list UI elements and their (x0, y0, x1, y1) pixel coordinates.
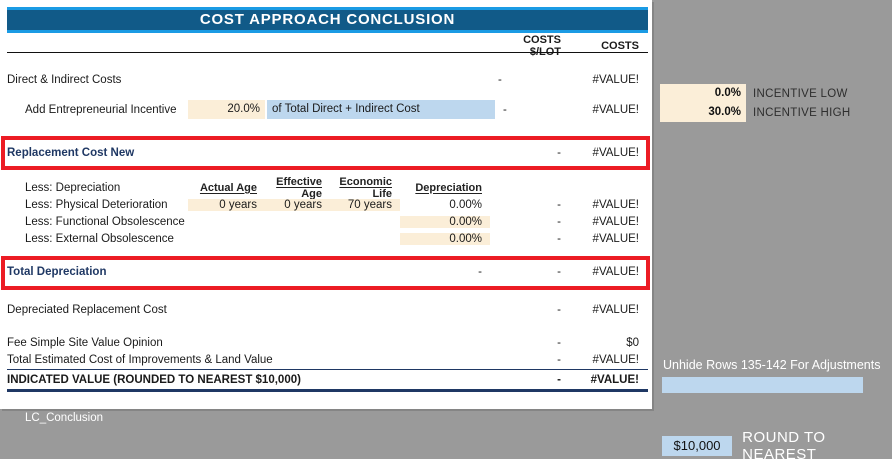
sheet-title-banner: COST APPROACH CONCLUSION (7, 7, 648, 33)
costs-value: #VALUE! (592, 303, 639, 316)
header-underline (7, 52, 648, 53)
costs-value: #VALUE! (592, 146, 639, 159)
costs-per-lot-value: - (557, 232, 561, 245)
functional-obsolescence-input-cell[interactable]: 0.00% (400, 215, 490, 228)
row-label: Total Estimated Cost of Improvements & L… (7, 353, 273, 366)
row-direct-indirect-costs: Direct & Indirect Costs - #VALUE! (7, 71, 648, 88)
unhide-rows-bar[interactable] (662, 377, 863, 393)
row-label: INDICATED VALUE (ROUNDED TO NEAREST $10,… (7, 373, 301, 386)
costs-value: #VALUE! (592, 265, 639, 278)
actual-age-input-cell[interactable]: 0 years (188, 198, 265, 211)
costs-value: $0 (626, 336, 639, 349)
costs-per-lot-value: - (498, 73, 502, 86)
row-label: Direct & Indirect Costs (7, 73, 122, 86)
costs-value: #VALUE! (592, 103, 639, 116)
sheet-title: COST APPROACH CONCLUSION (199, 11, 456, 28)
row-total-estimated-cost: Total Estimated Cost of Improvements & L… (7, 351, 648, 368)
row-depreciated-replacement-cost: Depreciated Replacement Cost - #VALUE! (7, 301, 648, 318)
incentive-high-row: 30.0% INCENTIVE HIGH (660, 103, 851, 122)
total-depreciation-underline (7, 286, 648, 287)
row-label: Less: External Obsolescence (25, 232, 174, 245)
costs-value: #VALUE! (592, 232, 639, 245)
sheet-tab[interactable]: LC_Conclusion (25, 412, 103, 424)
column-header-costs-lot: COSTS $/LOT (523, 33, 561, 58)
row-label: Fee Simple Site Value Opinion (7, 336, 163, 349)
row-entrepreneurial-incentive: Add Entrepreneurial Incentive 20.0% of T… (7, 100, 648, 119)
costs-per-lot-value: - (557, 215, 561, 228)
row-indicated-value: INDICATED VALUE (ROUNDED TO NEAREST $10,… (7, 371, 648, 388)
unhide-rows-note: Unhide Rows 135-142 For Adjustments (663, 358, 881, 372)
row-functional-obsolescence: Less: Functional Obsolescence 0.00% - #V… (7, 213, 648, 230)
row-total-depreciation: Total Depreciation - - #VALUE! (7, 263, 648, 280)
costs-value: #VALUE! (592, 353, 639, 366)
incentive-low-row: 0.0% INCENTIVE LOW (660, 84, 851, 103)
row-replacement-cost-new: Replacement Cost New - #VALUE! (7, 144, 648, 161)
round-to-nearest-row: $10,000 ROUND TO NEAREST (662, 429, 892, 459)
row-depreciation-headers: Less: Depreciation Actual Age Effective … (7, 176, 648, 200)
row-external-obsolescence: Less: External Obsolescence 0.00% - #VAL… (7, 230, 648, 247)
col-header-actual-age: Actual Age (199, 181, 257, 194)
column-header-row: COSTS $/LOT COSTS (7, 34, 648, 58)
costs-value: #VALUE! (592, 198, 639, 211)
external-obsolescence-input-cell[interactable]: 0.00% (400, 232, 490, 245)
col-header-depreciation: Depreciation (415, 181, 482, 194)
costs-per-lot-value: - (503, 103, 507, 116)
costs-per-lot-value: - (557, 265, 561, 278)
row-label: Less: Physical Deterioration (25, 198, 168, 211)
round-to-nearest-input-cell[interactable]: $10,000 (662, 436, 733, 456)
depreciation-total-value: - (478, 265, 482, 278)
row-label: Replacement Cost New (7, 146, 135, 159)
incentive-percent-input-cell[interactable]: 20.0% (188, 100, 265, 119)
incentive-high-label: INCENTIVE HIGH (753, 106, 851, 119)
costs-per-lot-value: - (557, 146, 561, 159)
indicated-value-bottom-border (7, 389, 648, 392)
round-to-nearest-label: ROUND TO NEAREST (742, 429, 826, 459)
costs-value: #VALUE! (590, 373, 639, 386)
incentive-low-input-cell[interactable]: 0.0% (660, 84, 746, 103)
col-header-economic-life: Economic Life (339, 175, 392, 200)
economic-life-input-cell[interactable]: 70 years (330, 198, 400, 211)
costs-per-lot-value: - (557, 198, 561, 211)
incentive-high-input-cell[interactable]: 30.0% (660, 103, 746, 122)
column-header-costs: COSTS (601, 39, 639, 52)
incentive-range-block: 0.0% INCENTIVE LOW 30.0% INCENTIVE HIGH (660, 84, 851, 122)
col-header-effective-age: Effective Age (276, 175, 322, 200)
costs-per-lot-value: - (557, 373, 561, 386)
worksheet-area: COST APPROACH CONCLUSION COSTS $/LOT COS… (0, 0, 652, 409)
row-label: Depreciated Replacement Cost (7, 303, 167, 316)
costs-value: #VALUE! (592, 73, 639, 86)
row-label: Add Entrepreneurial Incentive (25, 103, 177, 116)
costs-value: #VALUE! (592, 215, 639, 228)
row-label: Less: Functional Obsolescence (25, 215, 185, 228)
indicated-value-top-border (7, 369, 648, 370)
incentive-basis-cell[interactable]: of Total Direct + Indirect Cost (267, 100, 495, 119)
incentive-low-label: INCENTIVE LOW (753, 87, 848, 100)
costs-per-lot-value: - (557, 336, 561, 349)
effective-age-input-cell[interactable]: 0 years (265, 198, 330, 211)
row-fee-simple-site-value: Fee Simple Site Value Opinion - $0 (7, 334, 648, 351)
row-label: Less: Depreciation (25, 181, 121, 194)
depreciation-percent-value: 0.00% (449, 198, 482, 211)
replacement-cost-underline (7, 166, 648, 167)
row-label: Total Depreciation (7, 265, 107, 278)
costs-per-lot-value: - (557, 353, 561, 366)
row-physical-deterioration: Less: Physical Deterioration 0 years 0 y… (7, 196, 648, 213)
costs-per-lot-value: - (557, 303, 561, 316)
